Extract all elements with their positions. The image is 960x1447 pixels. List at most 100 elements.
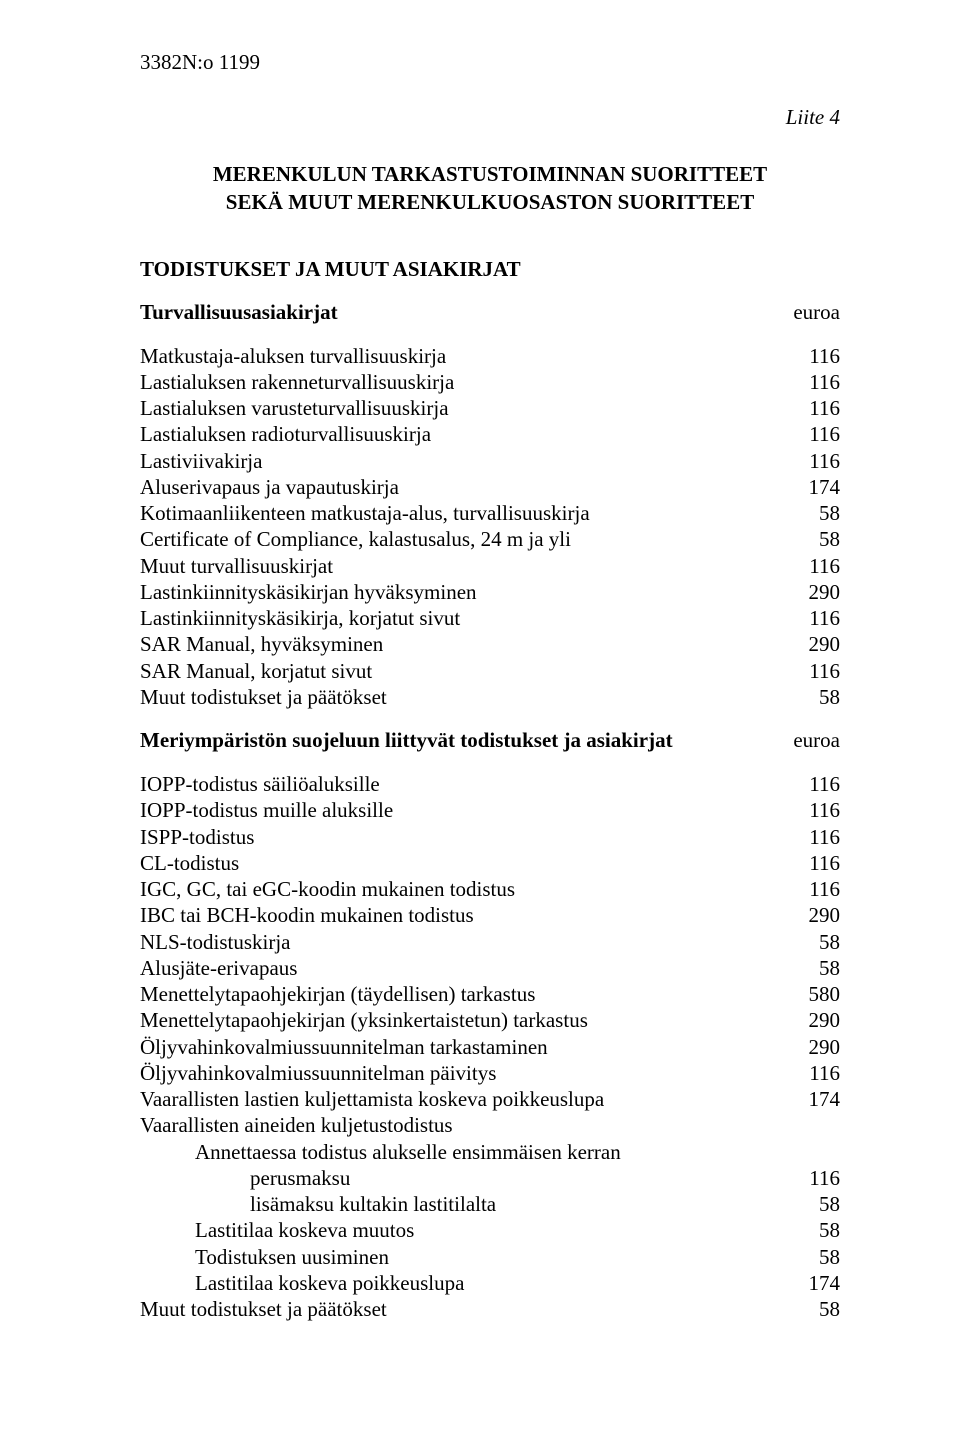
- row-label: Lastialuksen varusteturvallisuuskirja: [140, 395, 780, 421]
- table-row: ISPP-todistus116: [140, 824, 840, 850]
- row-label: IOPP-todistus muille aluksille: [140, 797, 780, 823]
- row-label: SAR Manual, hyväksyminen: [140, 631, 780, 657]
- danger-table-1: perusmaksu116lisämaksu kultakin lastitil…: [140, 1165, 840, 1218]
- row-label: Certificate of Compliance, kalastusalus,…: [140, 526, 780, 552]
- safety-unit: euroa: [780, 300, 840, 325]
- row-value: 116: [780, 421, 840, 447]
- row-value: 116: [780, 343, 840, 369]
- table-row: SAR Manual, hyväksyminen290: [140, 631, 840, 657]
- section-heading: TODISTUKSET JA MUUT ASIAKIRJAT: [140, 257, 840, 282]
- row-label: perusmaksu: [140, 1165, 780, 1191]
- row-label: Matkustaja-aluksen turvallisuuskirja: [140, 343, 780, 369]
- table-row: Muut todistukset ja päätökset58: [140, 684, 840, 710]
- table-row: Muut turvallisuuskirjat116: [140, 553, 840, 579]
- table-row: IBC tai BCH-koodin mukainen todistus290: [140, 902, 840, 928]
- row-value: 58: [780, 1244, 840, 1270]
- marine-heading-row: Meriympäristön suojeluun liittyvät todis…: [140, 728, 840, 753]
- table-row: perusmaksu116: [140, 1165, 840, 1191]
- title-line-2: SEKÄ MUUT MERENKULKUOSASTON SUORITTEET: [140, 188, 840, 216]
- table-row: IOPP-todistus säiliöaluksille116: [140, 771, 840, 797]
- document-page: 3382 N:o 1199 Liite 4 MERENKULUN TARKAST…: [0, 0, 960, 1447]
- table-row: Matkustaja-aluksen turvallisuuskirja116: [140, 343, 840, 369]
- row-value: 116: [780, 369, 840, 395]
- row-value: 116: [780, 824, 840, 850]
- row-label: Menettelytapaohjekirjan (yksinkertaistet…: [140, 1007, 780, 1033]
- danger-sub-heading: Annettaessa todistus alukselle ensimmäis…: [140, 1139, 780, 1165]
- table-row: Lastitilaa koskeva poikkeuslupa174: [140, 1270, 840, 1296]
- danger-heading: Vaarallisten aineiden kuljetustodistus: [140, 1112, 780, 1138]
- row-value: 290: [780, 1034, 840, 1060]
- row-value: 174: [780, 474, 840, 500]
- table-row: Menettelytapaohjekirjan (yksinkertaistet…: [140, 1007, 840, 1033]
- row-label: Lastinkiinnityskäsikirjan hyväksyminen: [140, 579, 780, 605]
- table-row: CL-todistus116: [140, 850, 840, 876]
- table-row: Aluserivapaus ja vapautuskirja174: [140, 474, 840, 500]
- marine-last-label: Muut todistukset ja päätökset: [140, 1296, 780, 1322]
- table-row: Kotimaanliikenteen matkustaja-alus, turv…: [140, 500, 840, 526]
- row-value: 290: [780, 631, 840, 657]
- row-label: Muut turvallisuuskirjat: [140, 553, 780, 579]
- table-row: lisämaksu kultakin lastitilalta58: [140, 1191, 840, 1217]
- row-value: 116: [780, 1060, 840, 1086]
- row-label: NLS-todistuskirja: [140, 929, 780, 955]
- table-row: IOPP-todistus muille aluksille116: [140, 797, 840, 823]
- row-label: CL-todistus: [140, 850, 780, 876]
- row-label: IBC tai BCH-koodin mukainen todistus: [140, 902, 780, 928]
- row-label: lisämaksu kultakin lastitilalta: [140, 1191, 780, 1217]
- row-label: Menettelytapaohjekirjan (täydellisen) ta…: [140, 981, 780, 1007]
- row-value: 116: [780, 658, 840, 684]
- row-value: 116: [780, 797, 840, 823]
- row-value: 58: [780, 500, 840, 526]
- row-label: Lastitilaa koskeva poikkeuslupa: [140, 1270, 780, 1296]
- annex-label: Liite 4: [140, 105, 840, 130]
- marine-heading: Meriympäristön suojeluun liittyvät todis…: [140, 728, 673, 753]
- row-label: Muut todistukset ja päätökset: [140, 684, 780, 710]
- row-label: Lastitilaa koskeva muutos: [140, 1217, 780, 1243]
- row-label: Lastialuksen radioturvallisuuskirja: [140, 421, 780, 447]
- table-row: Lastialuksen radioturvallisuuskirja116: [140, 421, 840, 447]
- row-label: IGC, GC, tai eGC-koodin mukainen todistu…: [140, 876, 780, 902]
- row-label: Vaarallisten lastien kuljettamista koske…: [140, 1086, 780, 1112]
- table-row: Lastinkiinnityskäsikirja, korjatut sivut…: [140, 605, 840, 631]
- danger-heading-row: Vaarallisten aineiden kuljetustodistus: [140, 1112, 840, 1138]
- safety-heading-row: Turvallisuusasiakirjat euroa: [140, 300, 840, 325]
- row-label: Aluserivapaus ja vapautuskirja: [140, 474, 780, 500]
- row-label: Lastiviivakirja: [140, 448, 780, 474]
- row-value: 116: [780, 395, 840, 421]
- marine-last-row: Muut todistukset ja päätökset 58: [140, 1296, 840, 1322]
- table-row: Lastialuksen rakenneturvallisuuskirja116: [140, 369, 840, 395]
- row-value: 116: [780, 1165, 840, 1191]
- table-row: Lastialuksen varusteturvallisuuskirja116: [140, 395, 840, 421]
- row-value: 116: [780, 850, 840, 876]
- row-value: 174: [780, 1086, 840, 1112]
- table-row: NLS-todistuskirja58: [140, 929, 840, 955]
- table-row: Menettelytapaohjekirjan (täydellisen) ta…: [140, 981, 840, 1007]
- row-value: 58: [780, 1217, 840, 1243]
- row-value: 58: [780, 684, 840, 710]
- row-label: ISPP-todistus: [140, 824, 780, 850]
- page-header: 3382 N:o 1199: [140, 50, 840, 75]
- marine-unit: euroa: [780, 728, 840, 753]
- danger-table-2: Lastitilaa koskeva muutos58Todistuksen u…: [140, 1217, 840, 1296]
- table-row: Todistuksen uusiminen58: [140, 1244, 840, 1270]
- row-label: Lastinkiinnityskäsikirja, korjatut sivut: [140, 605, 780, 631]
- table-row: Öljyvahinkovalmiussuunnitelman tarkastam…: [140, 1034, 840, 1060]
- row-label: SAR Manual, korjatut sivut: [140, 658, 780, 684]
- safety-table: Matkustaja-aluksen turvallisuuskirja116L…: [140, 343, 840, 711]
- row-value: 116: [780, 553, 840, 579]
- row-label: Todistuksen uusiminen: [140, 1244, 780, 1270]
- row-value: 174: [780, 1270, 840, 1296]
- table-row: Öljyvahinkovalmiussuunnitelman päivitys1…: [140, 1060, 840, 1086]
- table-row: Alusjäte-erivapaus58: [140, 955, 840, 981]
- table-row: Lastitilaa koskeva muutos58: [140, 1217, 840, 1243]
- row-label: Öljyvahinkovalmiussuunnitelman päivitys: [140, 1060, 780, 1086]
- table-row: SAR Manual, korjatut sivut116: [140, 658, 840, 684]
- row-value: 290: [780, 579, 840, 605]
- row-value: 58: [780, 526, 840, 552]
- row-value: 580: [780, 981, 840, 1007]
- title-line-1: MERENKULUN TARKASTUSTOIMINNAN SUORITTEET: [140, 160, 840, 188]
- row-value: 290: [780, 902, 840, 928]
- row-label: Kotimaanliikenteen matkustaja-alus, turv…: [140, 500, 780, 526]
- document-number: N:o 1199: [182, 50, 260, 75]
- row-value: 290: [780, 1007, 840, 1033]
